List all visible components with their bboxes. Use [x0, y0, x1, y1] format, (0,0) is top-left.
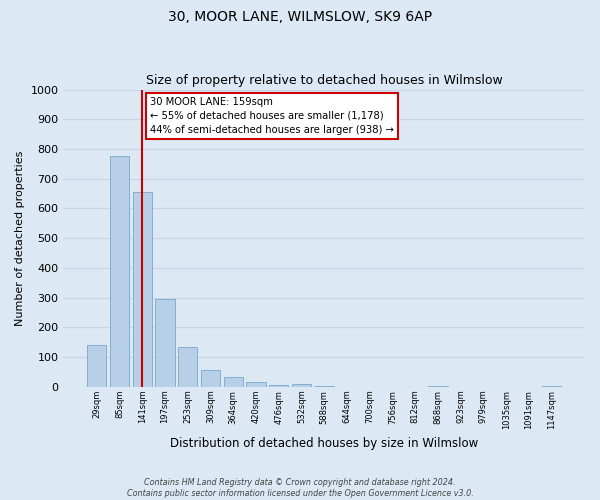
Bar: [155, 299, 175, 387]
Title: Size of property relative to detached houses in Wilmslow: Size of property relative to detached ho…: [146, 74, 503, 87]
Text: 30, MOOR LANE, WILMSLOW, SK9 6AP: 30, MOOR LANE, WILMSLOW, SK9 6AP: [168, 10, 432, 24]
Bar: [87, 346, 106, 387]
Bar: [224, 378, 243, 387]
X-axis label: Distribution of detached houses by size in Wilmslow: Distribution of detached houses by size …: [170, 437, 478, 450]
Bar: [133, 192, 152, 387]
Bar: [247, 382, 266, 387]
Bar: [542, 386, 561, 387]
Bar: [201, 370, 220, 387]
Bar: [269, 384, 289, 387]
Bar: [428, 386, 448, 387]
Bar: [314, 386, 334, 387]
Y-axis label: Number of detached properties: Number of detached properties: [15, 150, 25, 326]
Bar: [178, 346, 197, 387]
Text: 30 MOOR LANE: 159sqm
← 55% of detached houses are smaller (1,178)
44% of semi-de: 30 MOOR LANE: 159sqm ← 55% of detached h…: [150, 97, 394, 135]
Bar: [110, 156, 129, 387]
Text: Contains HM Land Registry data © Crown copyright and database right 2024.
Contai: Contains HM Land Registry data © Crown c…: [127, 478, 473, 498]
Bar: [292, 384, 311, 387]
